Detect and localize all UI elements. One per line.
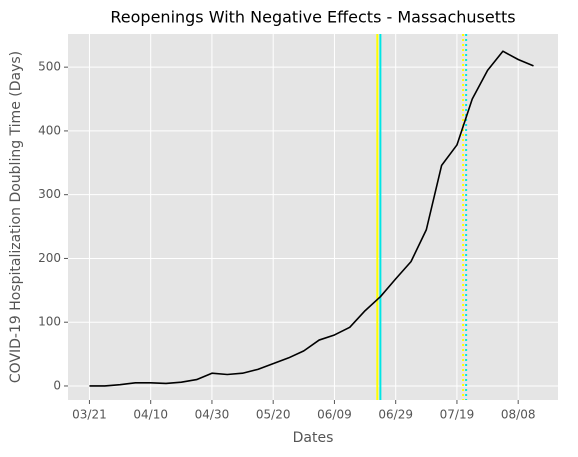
x-tick-label: 05/20 <box>256 408 291 422</box>
y-axis-label: COVID-19 Hospitalization Doubling Time (… <box>8 51 24 383</box>
x-tick-label: 04/10 <box>133 408 168 422</box>
x-tick-label: 06/09 <box>317 408 352 422</box>
x-tick-label: 08/08 <box>501 408 536 422</box>
x-tick-label: 04/30 <box>195 408 230 422</box>
chart-title: Reopenings With Negative Effects - Massa… <box>110 8 515 27</box>
x-tick-label: 06/29 <box>378 408 413 422</box>
y-tick-label: 100 <box>38 315 61 329</box>
y-tick-label: 400 <box>38 123 61 137</box>
y-tick-label: 300 <box>38 187 61 201</box>
y-tick-label: 0 <box>53 378 61 392</box>
plot-area <box>68 34 558 400</box>
line <box>89 50 534 387</box>
y-tick-label: 500 <box>38 60 61 74</box>
x-tick-label: 07/19 <box>440 408 475 422</box>
y-tick-label: 200 <box>38 251 61 265</box>
x-axis-label: Dates <box>293 430 334 446</box>
x-tick-label: 03/21 <box>72 408 107 422</box>
